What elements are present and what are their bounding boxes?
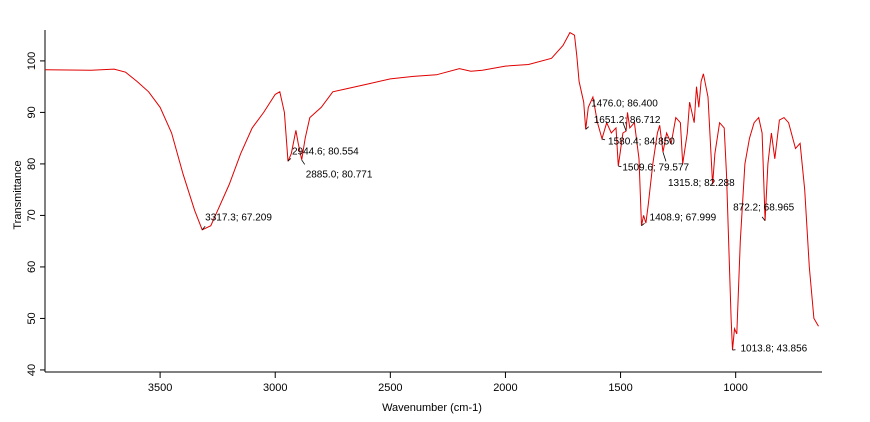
annotation-leader <box>301 159 306 165</box>
annotation: 1651.2; 86.712 <box>594 115 661 126</box>
annotation: 872.2; 68.965 <box>733 202 795 213</box>
annotation-leader <box>287 158 292 162</box>
y-axis-label: Transmittance <box>12 160 24 229</box>
x-tick-label: 3500 <box>148 382 172 394</box>
annotation: 2885.0; 80.771 <box>306 170 373 181</box>
annotation: 1476.0; 86.400 <box>591 99 658 110</box>
x-axis-label: Wavenumber (cm-1) <box>382 402 482 414</box>
annotation: 1580.4; 84.850 <box>608 137 675 148</box>
annotation: 3317.3; 67.209 <box>205 212 272 223</box>
x-tick-label: 2000 <box>493 382 517 394</box>
y-tick-label: 40 <box>26 364 38 376</box>
spectrum-line <box>44 31 819 350</box>
y-tick-label: 60 <box>26 261 38 273</box>
annotation: 1408.9; 67.999 <box>650 212 717 223</box>
annotation-leader <box>641 223 645 227</box>
y-tick-label: 80 <box>26 158 38 170</box>
x-tick-label: 3000 <box>263 382 287 394</box>
y-tick-label: 100 <box>26 52 38 70</box>
x-tick-label: 2500 <box>378 382 402 394</box>
y-tick-label: 70 <box>26 209 38 221</box>
annotation-leader <box>618 165 622 168</box>
annotation-leader <box>622 122 627 132</box>
x-tick-label: 1500 <box>608 382 632 394</box>
annotation-leader <box>585 126 590 130</box>
x-tick-label: 1000 <box>723 382 747 394</box>
annotation: 1509.6; 79.577 <box>622 163 689 174</box>
annotation: 2944.6; 80.554 <box>292 147 359 158</box>
y-tick-label: 50 <box>26 312 38 324</box>
y-tick-label: 90 <box>26 106 38 118</box>
annotation: 1315.8; 82.288 <box>668 178 735 189</box>
annotation: 1013.8; 43.856 <box>740 344 807 355</box>
annotation-leader <box>761 216 766 221</box>
annotation-leader <box>201 225 206 231</box>
annotation-leader <box>601 138 606 141</box>
annotation-leader <box>662 152 667 162</box>
